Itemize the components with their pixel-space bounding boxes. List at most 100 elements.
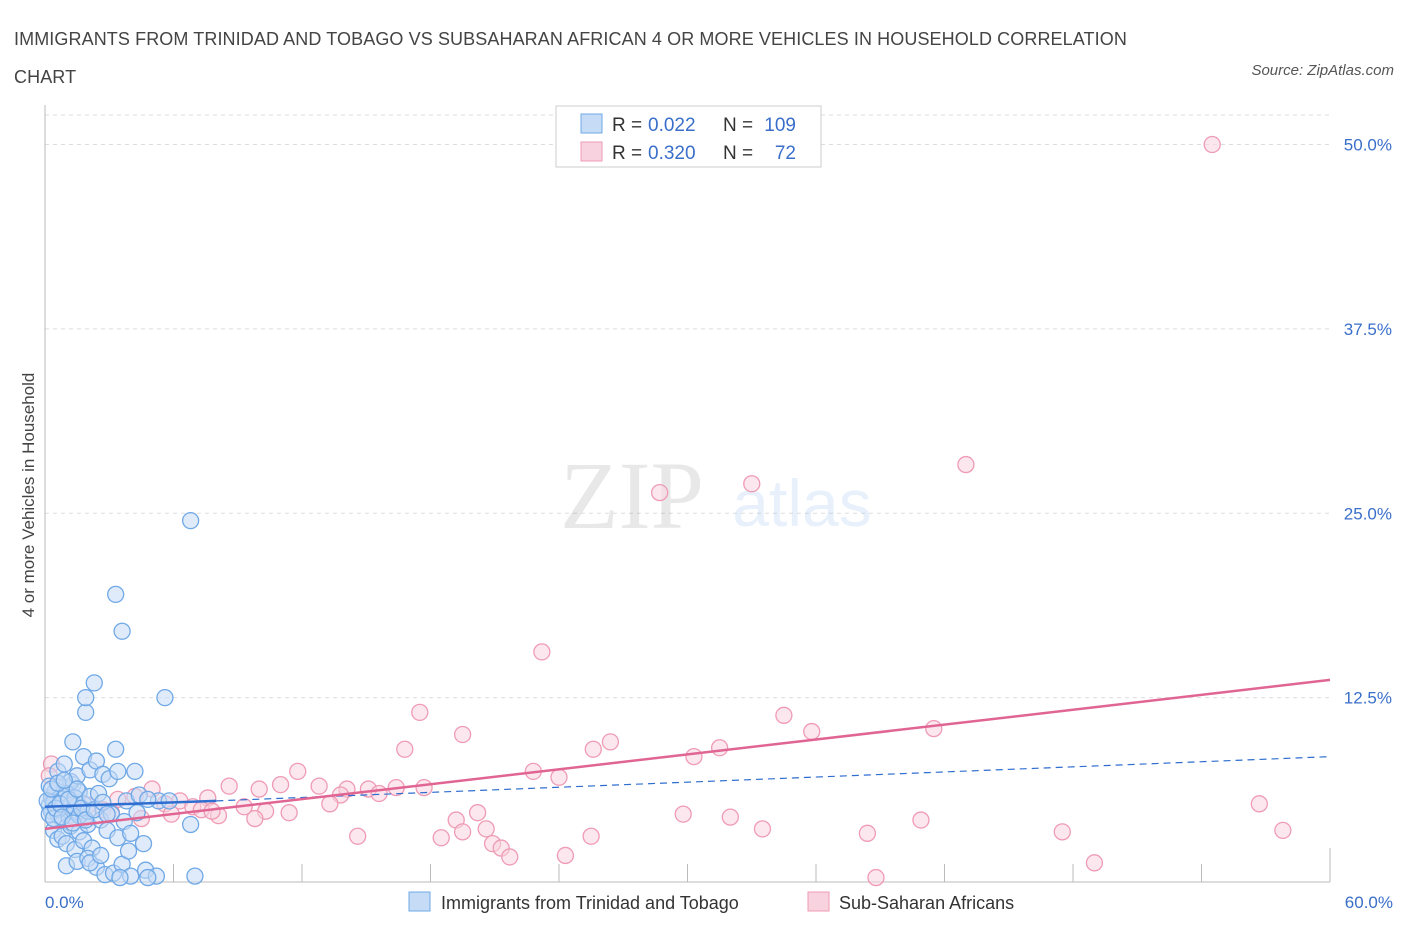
trinidad-point [134,835,153,853]
legend-r-label: R = [612,143,642,164]
sub-saharan-point [1053,823,1071,841]
sub-saharan-point [533,643,551,661]
trinidad-point [55,755,73,773]
sub-saharan-point [550,768,568,786]
sub-saharan-point [453,725,472,744]
sub-saharan-point [803,722,821,741]
sub-saharan-point [584,740,602,758]
legend-n-label: N = [723,143,753,164]
sub-saharan-point [582,827,600,845]
y-tick-label: 50.0% [1344,136,1392,155]
watermark-zip: ZIP [560,442,704,549]
y-tick-label: 25.0% [1344,504,1392,523]
legend-n-value: 109 [764,115,796,136]
correlation-legend: R = 0.022 N = 109 R = 0.320 N = 72 [555,105,822,168]
x-tick-label: 0.0% [45,893,84,912]
legend-swatch-blue [580,113,603,134]
sub-saharan-point [453,823,472,841]
series-trinidad-points [38,511,204,887]
sub-saharan-point [501,848,519,866]
legend-label-trinidad: Immigrants from Trinidad and Tobago [441,893,739,913]
trinidad-point [77,688,95,707]
trinidad-point [107,740,125,758]
trinidad-point [126,762,144,781]
legend-swatch-trinidad [408,891,431,912]
legend-label-sub-saharan: Sub-Saharan Africans [839,893,1014,913]
sub-saharan-point [674,805,692,823]
sub-saharan-point [957,455,975,474]
sub-saharan-point [468,804,487,822]
sub-saharan-point [775,706,793,724]
sub-saharan-point [477,820,495,838]
sub-saharan-point [1203,135,1221,154]
trinidad-point [64,733,82,751]
sub-saharan-point [867,868,885,887]
trinidad-point [122,824,140,842]
sub-saharan-point [370,784,388,803]
trinidad-point [139,868,157,887]
legend-r-value: 0.320 [648,143,696,164]
trinidad-point [181,511,200,530]
trinidad-point [139,790,157,809]
sub-saharan-point [685,747,703,766]
sub-saharan-point [310,777,328,795]
sub-saharan-trend-line [44,678,1331,831]
sub-saharan-point [411,703,429,722]
trinidad-trend-line [44,799,217,809]
sub-saharan-point [396,740,414,758]
trinidad-point [107,585,125,604]
watermark: ZIP atlas [560,442,872,549]
trend-lines [44,678,1331,831]
sub-saharan-point [858,824,877,842]
sub-saharan-point [1274,821,1292,840]
sub-saharan-point [321,795,339,813]
sub-saharan-point [271,776,290,794]
trinidad-point [156,688,174,707]
y-axis-label: 4 or more Vehicles in Household [19,373,38,618]
sub-saharan-point [432,829,450,847]
trinidad-point [109,762,127,781]
trinidad-point [113,622,131,640]
sub-saharan-point [280,804,298,822]
sub-saharan-point [601,733,620,751]
x-tick-label: 60.0% [1345,893,1393,912]
sub-saharan-point [1085,854,1104,872]
sub-saharan-point [651,483,669,502]
trinidad-point [55,771,73,789]
source-label: Source: ZipAtlas.com [1251,62,1394,79]
legend-n-label: N = [723,115,753,136]
sub-saharan-point [349,827,367,845]
axes: 12.5% 25.0% 37.5% 50.0% 0.0% 60.0% [44,105,1393,912]
sub-saharan-point [925,719,943,738]
legend-n-value: 72 [775,143,796,164]
trinidad-point [98,805,116,823]
series-legend: Immigrants from Trinidad and Tobago Sub-… [408,891,1014,913]
sub-saharan-point [743,475,761,493]
legend-swatch-sub-saharan [807,891,830,912]
trinidad-point [160,792,178,810]
y-tick-label: 12.5% [1344,689,1392,708]
sub-saharan-point [753,820,772,838]
legend-r-label: R = [612,115,642,136]
sub-saharan-point [289,762,307,781]
trinidad-point [92,846,110,865]
sub-saharan-point [246,809,264,828]
trinidad-trend-line-dashed [216,756,1331,802]
trinidad-point [186,867,204,885]
legend-r-value: 0.022 [648,115,696,136]
trinidad-point [181,815,200,834]
sub-saharan-point [710,739,729,757]
sub-saharan-point [250,780,268,798]
sub-saharan-point [912,811,930,829]
chart-title: IMMIGRANTS FROM TRINIDAD AND TOBAGO VS S… [14,29,1127,87]
trinidad-point [68,780,86,798]
trinidad-point [119,842,138,860]
y-tick-label: 37.5% [1344,320,1392,339]
grid [45,114,1330,699]
trinidad-point [111,868,129,887]
sub-saharan-point [721,808,739,826]
trinidad-point [85,674,103,692]
legend-swatch-pink [580,141,603,162]
sub-saharan-point [556,846,575,865]
